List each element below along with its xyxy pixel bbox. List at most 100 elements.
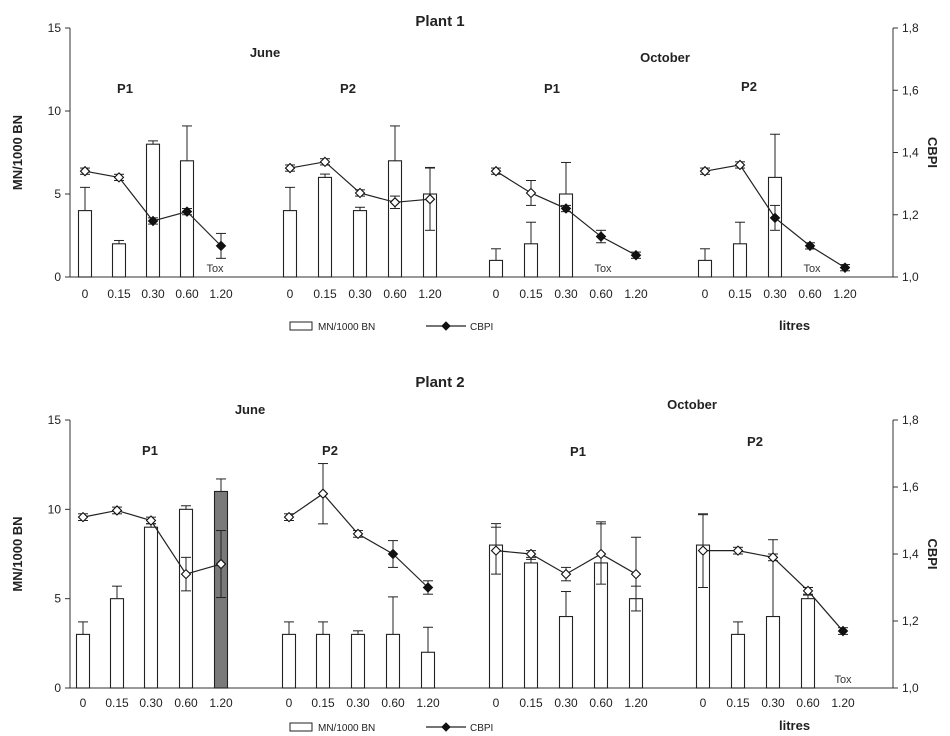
y2-tick-label: 1,4 [902,146,919,160]
bar [350,633,366,689]
bar [385,633,401,689]
x-tick-label: 0.15 [519,696,543,710]
cbpi-point [490,545,502,556]
x-tick-label: 0 [286,696,293,710]
cbpi-point [699,165,711,177]
bar [75,633,91,689]
x-tick-label: 0.15 [311,696,335,710]
cbpi-point [560,203,572,214]
x-tick-label: 0.30 [139,696,163,710]
cbpi-point [734,159,746,171]
x-tick-label: 0 [82,287,89,301]
group-label: P2 [741,79,757,94]
x-tick-label: 0.30 [141,287,165,301]
y-tick-label: 15 [48,413,62,427]
x-tick-label: 0.30 [761,696,785,710]
bar [523,243,539,278]
x-tick-label: 1.20 [831,696,855,710]
legend-bar-swatch [289,321,313,331]
bar [77,210,93,278]
x-tick-label: 1.20 [624,287,648,301]
x-tick-label: 0.15 [519,287,543,301]
legend-bar-swatch [289,722,313,732]
cbpi-point [422,582,434,593]
cbpi-point [181,206,193,217]
x-tick-label: 0.30 [554,287,578,301]
cbpi-line [288,492,429,588]
bar [109,598,125,689]
cbpi-point [317,488,329,499]
y2-tick-label: 1,4 [902,547,919,561]
x-tick-label: 0.30 [348,287,372,301]
x-tick-label: 0.60 [798,287,822,301]
y2-tick-label: 1,2 [902,208,919,222]
y-tick-label: 5 [54,592,61,606]
group-label: P1 [570,444,586,459]
bar [628,598,644,689]
x-tick-label: 0.15 [107,287,131,301]
y2-tick-label: 1,2 [902,614,919,628]
bar [178,508,194,689]
month-label: October [640,50,690,65]
tox-label: Tox [834,674,852,686]
group-label: P1 [117,81,133,96]
legend-line-label: CBPI [470,322,493,333]
bar [730,633,746,689]
bar [281,633,297,689]
y-tick-label: 0 [54,681,61,695]
x-tick-label: 0.60 [174,696,198,710]
bar [179,160,195,278]
bar [523,562,539,689]
legend-line-label: CBPI [470,723,493,734]
bar [315,633,331,689]
group-label: P2 [747,434,763,449]
bar [488,259,504,278]
x-tick-label: 0.60 [589,287,613,301]
legend-bar-label: MN/1000 BN [318,723,375,734]
cbpi-point [389,197,401,208]
y-tick-label: 0 [54,270,61,284]
y-axis-label: MN/1000 BN [10,516,25,591]
bar [732,243,748,278]
bar [387,160,403,278]
y2-axis-label: CBPI [925,538,940,569]
cbpi-point [283,511,295,523]
cbpi-point [595,548,607,560]
cbpi-point [352,528,364,540]
cbpi-point [839,262,851,273]
x-unit-label: litres [779,718,810,733]
cbpi-point [630,249,642,261]
cbpi-point [697,545,709,556]
x-tick-label: 0 [493,696,500,710]
x-tick-label: 1.20 [624,696,648,710]
cbpi-point [837,625,849,637]
y-tick-label: 15 [48,21,62,35]
cbpi-point [630,568,642,580]
bar [800,598,816,689]
y-tick-label: 10 [48,502,62,516]
bar [111,243,127,278]
y-axis-label: MN/1000 BN [10,115,25,190]
cbpi-point [767,552,779,563]
y2-tick-label: 1,8 [902,21,919,35]
x-tick-label: 0.60 [381,696,405,710]
x-tick-label: 0.15 [313,287,337,301]
y-tick-label: 10 [48,104,62,118]
legend-bar-label: MN/1000 BN [318,322,375,333]
cbpi-point [769,212,781,224]
x-tick-label: 1.20 [833,287,857,301]
x-tick-label: 0 [287,287,294,301]
month-label: October [667,397,717,412]
cbpi-point [490,165,502,177]
cbpi-point [732,545,744,556]
cbpi-point [804,240,816,252]
cbpi-point [319,156,331,168]
bar [145,143,161,278]
group-label: P2 [340,81,356,96]
tox-label: Tox [803,263,821,275]
x-tick-label: 0.30 [763,287,787,301]
cbpi-point [180,568,192,580]
cbpi-point [354,187,366,199]
y2-tick-label: 1,8 [902,413,919,427]
